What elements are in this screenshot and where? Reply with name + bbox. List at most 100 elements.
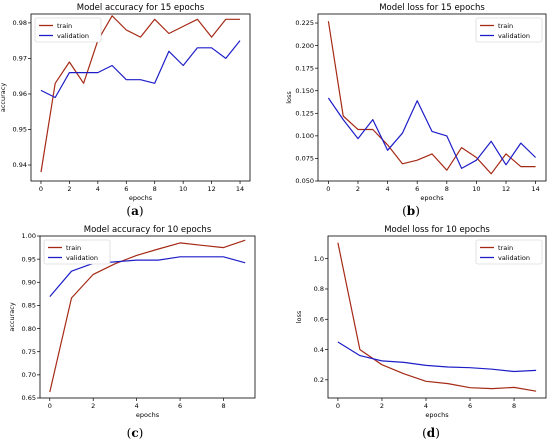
panel-label-letter: a: [131, 204, 139, 218]
x-axis-label: epochs: [420, 194, 444, 202]
x-tick-label: 8: [512, 402, 516, 410]
panel-label-c: (c): [127, 426, 144, 440]
panel-label-close-paren: ): [415, 204, 420, 218]
y-tick-label: 0.70: [22, 371, 36, 379]
x-tick-label: 6: [124, 185, 128, 193]
x-tick-label: 2: [91, 402, 95, 410]
y-tick-label: 0.125: [295, 109, 314, 117]
y-tick-label: 0.8: [314, 285, 324, 293]
legend: train validation: [34, 17, 102, 43]
legend-label-train: train: [498, 244, 513, 252]
plot-frame: [30, 13, 251, 182]
panel-label-open-paren: (: [127, 426, 132, 440]
chart-b: Model loss for 15 epochs 0 2 4 6 8 10 12 14 0.050…: [285, 3, 547, 202]
x-tick-label: 4: [386, 185, 390, 193]
legend: train validation: [475, 239, 543, 265]
y-tick-label: 0.96: [13, 90, 27, 98]
series-line-validation: [337, 341, 537, 373]
legend-label-train: train: [66, 244, 81, 252]
x-axis-label: epochs: [425, 411, 449, 419]
y-tick-label: 0.4: [314, 346, 324, 354]
x-tick-label: 14: [531, 185, 539, 193]
y-tick-label: 0.97: [13, 55, 27, 63]
panel-label-letter: d: [427, 426, 436, 440]
x-tick-label: 4: [96, 185, 100, 193]
x-tick-label: 0: [39, 185, 43, 193]
panel-label-close-paren: ): [139, 204, 144, 218]
chart-d: Model loss for 10 epochs 0 2 4 6 8 0.2 0.4 0.6 0.…: [295, 225, 547, 419]
x-tick-label: 0: [48, 402, 52, 410]
x-tick-label: 6: [178, 402, 182, 410]
panel-label-close-paren: ): [139, 426, 144, 440]
x-tick-label: 6: [468, 402, 472, 410]
y-tick-label: 0.95: [22, 255, 36, 263]
x-tick-label: 0: [326, 185, 330, 193]
y-tick-label: 0.2: [314, 376, 324, 384]
chart-title: Model loss for 10 epochs: [384, 225, 490, 235]
legend-label-validation: validation: [57, 32, 89, 40]
x-tick-label: 8: [153, 185, 157, 193]
legend-label-train: train: [57, 22, 72, 30]
series-line-validation: [327, 97, 537, 169]
panel-label-close-paren: ): [435, 426, 440, 440]
y-tick-label: 1.00: [22, 232, 36, 240]
legend-label-train: train: [498, 22, 513, 30]
x-tick-label: 14: [236, 185, 244, 193]
series-line-train: [49, 239, 246, 393]
chart-title: Model accuracy for 15 epochs: [77, 3, 205, 13]
x-tick-label: 10: [472, 185, 480, 193]
panel-label-open-paren: (: [422, 426, 427, 440]
y-tick-label: 0.80: [22, 325, 36, 333]
legend: train validation: [43, 239, 111, 265]
x-tick-label: 2: [356, 185, 360, 193]
x-axis-label: epochs: [129, 194, 153, 202]
x-tick-label: 8: [445, 185, 449, 193]
panel-label-letter: b: [407, 204, 415, 218]
y-tick-label: 0.75: [22, 348, 36, 356]
plot-frame: [327, 235, 547, 399]
legend: train validation: [475, 17, 543, 43]
series-line-validation: [49, 256, 246, 297]
plot-frame: [39, 235, 256, 399]
panel-label-open-paren: (: [402, 204, 407, 218]
x-tick-label: 2: [380, 402, 384, 410]
panel-label-d: (d): [422, 426, 440, 440]
y-tick-label: 0.175: [295, 64, 314, 72]
y-tick-label: 0.100: [295, 132, 314, 140]
y-tick-label: 0.90: [22, 278, 36, 286]
x-tick-label: 2: [67, 185, 71, 193]
y-axis-label: accuracy: [8, 302, 16, 331]
y-tick-label: 1.0: [314, 255, 324, 263]
x-tick-label: 8: [221, 402, 225, 410]
y-axis-label: accuracy: [0, 83, 7, 112]
panel-label-b: (b): [402, 204, 420, 218]
legend-label-validation: validation: [498, 254, 530, 262]
y-tick-label: 0.200: [295, 42, 314, 50]
panel-label-open-paren: (: [126, 204, 131, 218]
x-tick-label: 0: [336, 402, 340, 410]
y-tick-label: 0.075: [295, 155, 314, 163]
y-tick-label: 0.94: [13, 161, 27, 169]
plot-frame: [317, 13, 547, 182]
y-tick-label: 0.150: [295, 87, 314, 95]
x-tick-label: 10: [179, 185, 187, 193]
y-tick-label: 0.6: [314, 315, 324, 323]
y-tick-label: 0.050: [295, 177, 314, 185]
y-tick-label: 0.225: [295, 19, 314, 27]
series-line-train: [327, 21, 536, 175]
x-axis-label: epochs: [136, 411, 160, 419]
panel-label-letter: c: [131, 426, 138, 440]
chart-title: Model loss for 15 epochs: [379, 3, 485, 13]
chart-title: Model accuracy for 10 epochs: [84, 225, 212, 235]
x-tick-label: 12: [502, 185, 510, 193]
y-tick-label: 0.65: [22, 394, 36, 402]
legend-label-validation: validation: [66, 254, 98, 262]
legend-label-validation: validation: [498, 32, 530, 40]
y-tick-label: 0.98: [13, 19, 27, 27]
x-tick-label: 6: [415, 185, 419, 193]
y-tick-label: 0.95: [13, 126, 27, 134]
series-line-train: [40, 15, 240, 173]
x-tick-label: 4: [135, 402, 139, 410]
y-axis-label: loss: [295, 310, 303, 323]
